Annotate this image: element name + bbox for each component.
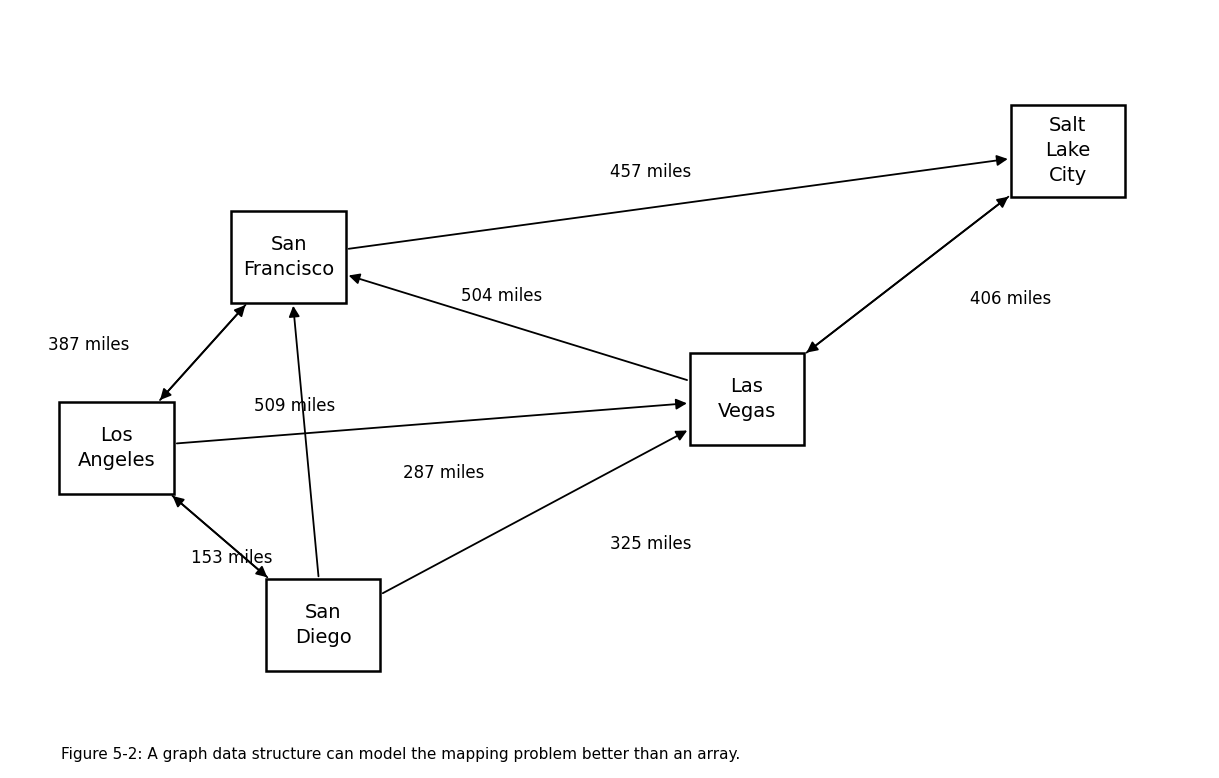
Text: Las
Vegas: Las Vegas bbox=[718, 377, 777, 421]
FancyBboxPatch shape bbox=[60, 402, 174, 494]
FancyBboxPatch shape bbox=[232, 211, 346, 303]
Text: Salt
Lake
City: Salt Lake City bbox=[1045, 116, 1091, 185]
Text: 504 miles: 504 miles bbox=[461, 287, 541, 305]
Text: 406 miles: 406 miles bbox=[970, 290, 1052, 308]
Text: 153 miles: 153 miles bbox=[191, 548, 273, 567]
Text: San
Diego: San Diego bbox=[295, 603, 351, 647]
FancyBboxPatch shape bbox=[266, 579, 380, 671]
Text: 287 miles: 287 miles bbox=[403, 464, 485, 482]
FancyBboxPatch shape bbox=[690, 352, 805, 444]
Text: San
Francisco: San Francisco bbox=[243, 235, 334, 279]
Text: Figure 5-2: A graph data structure can model the mapping problem better than an : Figure 5-2: A graph data structure can m… bbox=[61, 748, 740, 762]
Text: Los
Angeles: Los Angeles bbox=[78, 426, 156, 470]
Text: 387 miles: 387 miles bbox=[48, 336, 129, 355]
Text: 325 miles: 325 miles bbox=[610, 534, 691, 552]
Text: 457 miles: 457 miles bbox=[610, 163, 691, 181]
FancyBboxPatch shape bbox=[1011, 105, 1125, 197]
Text: 509 miles: 509 miles bbox=[255, 397, 335, 415]
